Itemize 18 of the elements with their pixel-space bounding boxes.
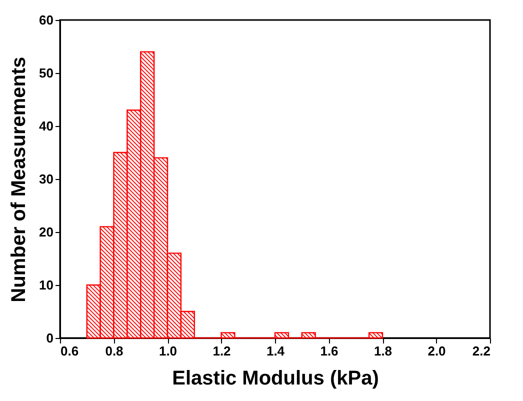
y-tick-label: 40 [39,118,54,134]
x-tick-label: 1.4 [266,344,286,358]
x-axis-title: Elastic Modulus (kPa) [172,368,379,390]
y-axis-title: Number of Measurements [8,56,30,302]
x-tick-label: 2.0 [428,344,446,358]
x-tick-label: 1.8 [374,344,392,358]
x-tick-label: 1.0 [158,344,178,358]
y-tick-label: 20 [39,224,54,240]
x-tick-label: 1.2 [212,344,231,358]
x-tick-label: 1.6 [320,344,338,358]
y-tick-label: 60 [39,12,54,28]
y-tick-label: 0 [46,330,54,346]
y-tick-label: 30 [39,172,54,186]
y-tick-label: 50 [39,66,54,80]
y-tick-label: 10 [39,278,54,292]
x-tick-label: 0.6 [60,344,79,358]
x-tick-label: 0.8 [105,344,124,358]
x-tick-label: 2.2 [472,344,490,358]
